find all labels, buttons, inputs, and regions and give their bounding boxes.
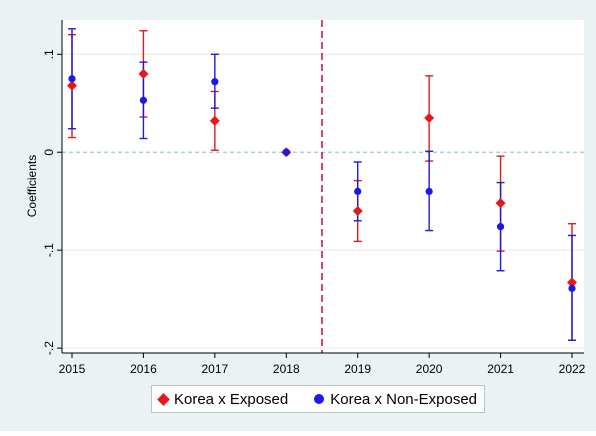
legend-item-non-exposed: Korea x Non-Exposed <box>314 391 477 408</box>
circle-point <box>68 75 76 83</box>
diamond-point <box>567 277 577 288</box>
y-tick-label: -.1 <box>42 243 56 257</box>
circle-marker-icon <box>314 394 325 404</box>
x-tick-label: 2019 <box>344 362 371 376</box>
y-tick-label: .1 <box>42 49 56 59</box>
y-axis-label: Coefficients <box>25 155 39 217</box>
circle-point <box>354 187 362 195</box>
x-tick-label: 2015 <box>59 362 86 376</box>
y-tick-label: -.2 <box>42 341 56 355</box>
x-tick-label: 2020 <box>416 362 443 376</box>
x-tick-label: 2017 <box>202 362 229 376</box>
diamond-point <box>209 115 220 126</box>
legend-label-non-exposed: Korea x Non-Exposed <box>330 390 477 408</box>
diamond-point <box>352 205 363 216</box>
legend: Korea x Exposed Korea x Non-Exposed <box>151 385 485 413</box>
diamond-marker-icon <box>157 392 170 406</box>
legend-label-exposed: Korea x Exposed <box>174 390 289 408</box>
diamond-point <box>138 68 149 79</box>
diamond-point <box>424 112 435 123</box>
circle-point <box>282 148 290 156</box>
x-tick-label: 2022 <box>559 362 586 376</box>
circle-point <box>211 78 219 86</box>
legend-item-exposed: Korea x Exposed <box>157 390 289 408</box>
plot-area <box>62 20 584 353</box>
diamond-point <box>67 80 77 91</box>
diamond-point <box>495 198 506 209</box>
circle-point <box>496 223 505 231</box>
x-tick-label: 2018 <box>273 362 300 376</box>
x-tick-label: 2021 <box>487 362 514 376</box>
y-tick-label: 0 <box>42 149 56 156</box>
circle-point <box>139 96 148 104</box>
circle-point <box>568 284 576 292</box>
circle-point <box>425 187 433 195</box>
x-tick-label: 2016 <box>130 362 157 376</box>
